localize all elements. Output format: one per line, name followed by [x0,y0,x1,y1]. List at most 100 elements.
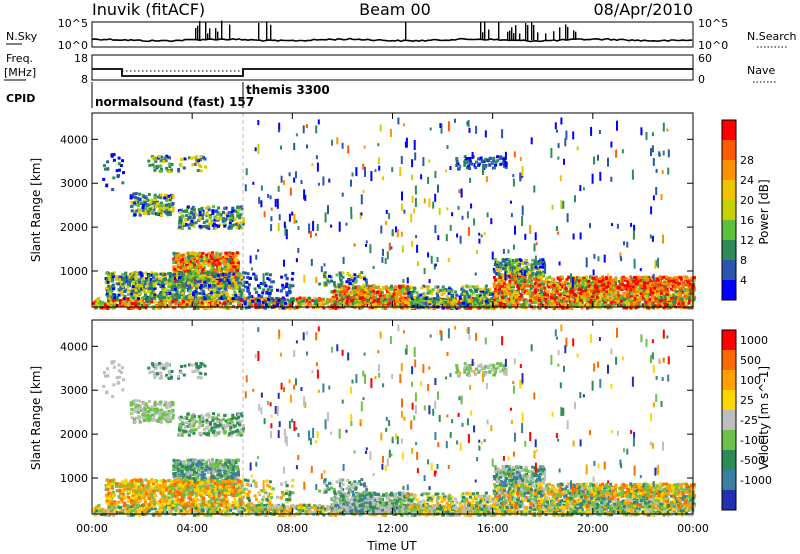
power-point [538,265,542,269]
power-point [134,289,138,293]
power-point [247,304,251,307]
power-point [185,303,189,307]
power-point [325,301,329,305]
power-point [344,289,348,293]
power-point [520,303,524,307]
power-point [392,292,396,296]
power-point [219,281,222,285]
nsky-spike [567,26,569,40]
power-point [350,275,354,279]
power-point [407,302,411,306]
power-point [525,301,529,305]
power-point [113,301,117,305]
power-point [252,296,256,300]
power-point [135,292,139,296]
power-point [443,290,447,294]
power-point [231,261,235,265]
power-point [395,294,399,298]
power-point [207,251,211,255]
power-point [179,296,183,300]
power-point [471,285,475,289]
power-point [131,281,135,285]
power-point [106,294,110,298]
power-point [224,299,228,303]
power-point [616,304,620,308]
power-point [177,280,181,284]
power-point [147,159,151,163]
power-point [157,307,161,310]
nsky-spike [498,22,500,40]
power-point [351,295,355,299]
power-point [217,295,221,299]
power-point [227,260,231,264]
power-point [484,304,488,308]
power-point [130,301,134,305]
power-point [466,293,470,297]
power-point [191,255,195,259]
power-point [118,304,122,308]
power-point [321,303,325,306]
power-point [158,296,162,300]
power-point [110,295,114,299]
power-point [136,204,140,207]
power-point [216,274,220,278]
power-point [198,292,202,295]
power-point [162,160,166,164]
power-point [218,265,222,269]
power-point [268,273,272,277]
power-point [431,288,435,292]
power-point [483,165,487,169]
power-point [501,273,505,277]
power-point [211,302,215,305]
power-point [365,304,369,308]
nsky-tick-bottom: 10^0 [58,39,88,52]
power-point [499,162,503,166]
power-point [208,215,212,219]
power-point [499,268,502,272]
power-point [544,306,548,310]
power-point [216,262,220,266]
power-point [189,304,193,308]
power-point [133,196,137,199]
power-point [106,280,110,284]
power-point [647,302,651,306]
power-point [195,264,199,268]
power-point [539,301,543,305]
power-point [145,303,149,307]
power-point [162,292,166,296]
power-point [157,209,161,213]
power-point [182,222,186,226]
power-point [521,262,524,265]
power-point [503,303,507,307]
cpid-row: CPID normalsound (fast) 157 themis 3300 [6,82,330,109]
power-point [192,213,196,217]
power-point [224,254,228,258]
nsky-spike [197,25,199,40]
power-point [206,302,210,306]
nave-tick-top: 60 [698,52,712,65]
power-point [224,251,228,255]
power-point [117,293,121,297]
nsky-spike [507,31,509,40]
power-point [493,276,496,279]
power-point [224,270,228,274]
power-point [239,303,243,307]
cpid-mode-1: normalsound (fast) 157 [95,95,254,109]
power-point [96,300,100,303]
power-point [186,278,190,282]
power-point [410,285,414,289]
power-point [304,297,308,301]
power-point [128,301,132,305]
power-point [425,304,429,308]
power-point [179,164,183,168]
power-point [207,263,211,267]
power-point [197,208,201,212]
power-point [193,276,197,280]
power-point [141,206,145,210]
power-point [213,274,217,278]
power-point [297,300,301,304]
power-point [558,303,562,307]
power-point [498,301,502,305]
power-point [148,283,152,287]
power-point [340,287,343,291]
